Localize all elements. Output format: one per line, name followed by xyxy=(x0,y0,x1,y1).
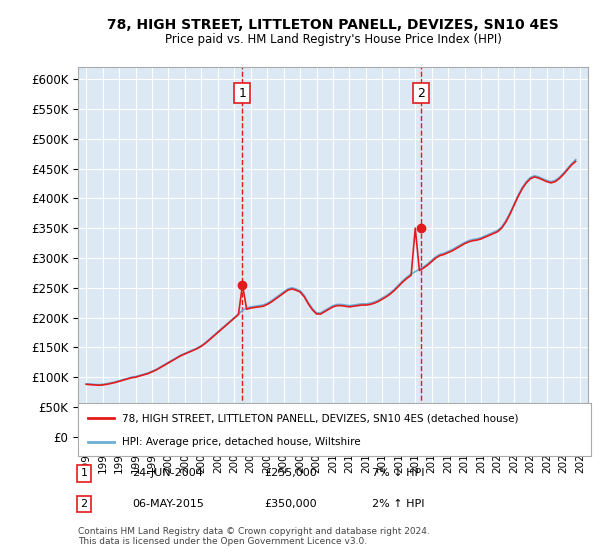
Text: £255,000: £255,000 xyxy=(264,468,317,478)
Text: 1: 1 xyxy=(238,87,246,100)
Text: 24-JUN-2004: 24-JUN-2004 xyxy=(132,468,203,478)
Text: 1: 1 xyxy=(80,468,88,478)
Text: Price paid vs. HM Land Registry's House Price Index (HPI): Price paid vs. HM Land Registry's House … xyxy=(164,32,502,46)
Text: 78, HIGH STREET, LITTLETON PANELL, DEVIZES, SN10 4ES (detached house): 78, HIGH STREET, LITTLETON PANELL, DEVIZ… xyxy=(122,413,518,423)
Text: £350,000: £350,000 xyxy=(264,499,317,509)
Text: 2: 2 xyxy=(80,499,88,509)
Text: 06-MAY-2015: 06-MAY-2015 xyxy=(132,499,204,509)
Text: 7% ↓ HPI: 7% ↓ HPI xyxy=(372,468,425,478)
Text: Contains HM Land Registry data © Crown copyright and database right 2024.
This d: Contains HM Land Registry data © Crown c… xyxy=(78,526,430,546)
Text: 2: 2 xyxy=(417,87,425,100)
Text: HPI: Average price, detached house, Wiltshire: HPI: Average price, detached house, Wilt… xyxy=(122,436,360,446)
Text: 2% ↑ HPI: 2% ↑ HPI xyxy=(372,499,425,509)
Text: 78, HIGH STREET, LITTLETON PANELL, DEVIZES, SN10 4ES: 78, HIGH STREET, LITTLETON PANELL, DEVIZ… xyxy=(107,18,559,32)
